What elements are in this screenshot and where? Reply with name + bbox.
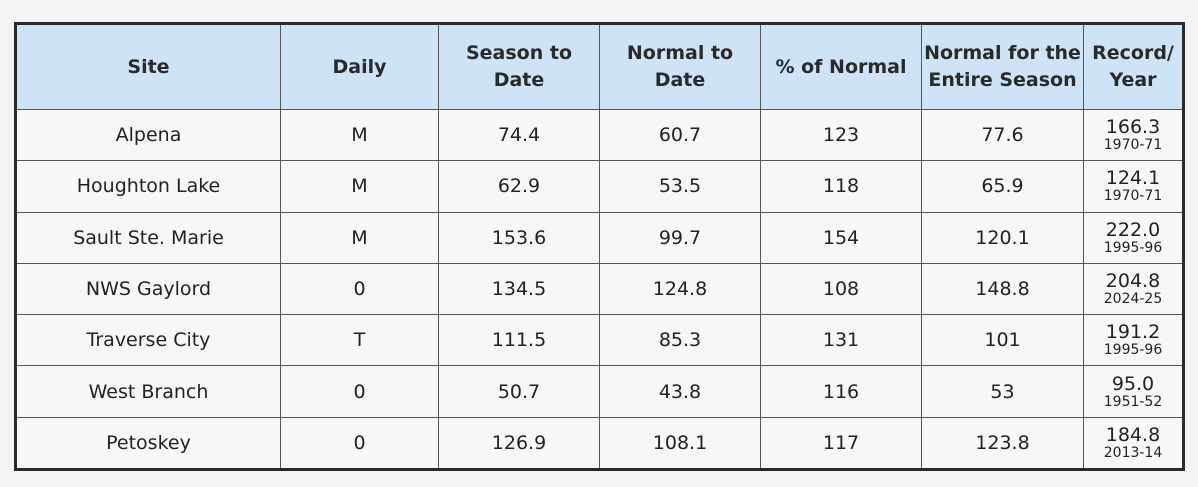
record-cell: 191.2 1995-96 xyxy=(1083,314,1184,367)
record-value: 184.8 xyxy=(1105,423,1161,446)
record-value: 124.1 xyxy=(1105,167,1161,190)
table-cell: Houghton Lake xyxy=(15,160,281,213)
table-cell: NWS Gaylord xyxy=(15,262,281,316)
record-year: 1951-52 xyxy=(1103,393,1163,410)
table-row: Sault Ste. Marie M 153.6 99.7 154 120.1 222.0 1… xyxy=(15,211,1184,264)
record-value: 95.0 xyxy=(1111,372,1155,395)
table-cell: 85.3 xyxy=(599,314,761,367)
table-cell: 108 xyxy=(760,262,922,316)
table-cell: T xyxy=(280,314,439,367)
table-cell: 123.8 xyxy=(921,416,1084,471)
table-cell: 108.1 xyxy=(599,416,761,471)
table-cell: 117 xyxy=(760,416,922,471)
table-row: Petoskey 0 126.9 108.1 117 123.8 184.8 2013-14 xyxy=(15,416,1184,471)
record-value: 166.3 xyxy=(1105,116,1161,139)
record-cell: 166.3 1970-71 xyxy=(1083,108,1184,162)
table-cell: 65.9 xyxy=(921,160,1084,213)
column-header: Record/Year xyxy=(1083,23,1184,110)
table-row: Traverse City T 111.5 85.3 131 101 191.2 1995-9… xyxy=(15,314,1184,367)
table-cell: Petoskey xyxy=(15,416,281,471)
table-cell: Alpena xyxy=(15,108,281,162)
table-cell: 50.7 xyxy=(438,365,600,418)
table-row: West Branch 0 50.7 43.8 116 53 95.0 1951-52 xyxy=(15,365,1184,418)
record-year: 1970-71 xyxy=(1103,137,1163,154)
table-body: Alpena M 74.4 60.7 123 77.6 166.3 1970-71 Hought… xyxy=(15,108,1184,471)
column-header: Daily xyxy=(280,23,439,110)
table-row: Houghton Lake M 62.9 53.5 118 65.9 124.1 1970-7… xyxy=(15,160,1184,213)
column-header: Site xyxy=(15,23,281,110)
table-cell: 53 xyxy=(921,365,1084,418)
table-cell: 74.4 xyxy=(438,108,600,162)
record-cell: 222.0 1995-96 xyxy=(1083,211,1184,264)
record-year: 1995-96 xyxy=(1103,239,1163,256)
table-cell: 148.8 xyxy=(921,262,1084,316)
record-value: 222.0 xyxy=(1105,218,1161,241)
column-header: Season to Date xyxy=(438,23,600,110)
record-year: 2013-14 xyxy=(1103,444,1163,461)
table-cell: 131 xyxy=(760,314,922,367)
table-row: NWS Gaylord 0 134.5 124.8 108 148.8 204.8 2024-… xyxy=(15,262,1184,316)
record-year: 2024-25 xyxy=(1103,290,1163,307)
header-row: Site Daily Season to Date Normal to Date% o… xyxy=(15,23,1184,110)
table-cell: 0 xyxy=(280,416,439,471)
table-cell: M xyxy=(280,160,439,213)
table-cell: 101 xyxy=(921,314,1084,367)
table-cell: 134.5 xyxy=(438,262,600,316)
table-cell: M xyxy=(280,211,439,264)
table-cell: 111.5 xyxy=(438,314,600,367)
table-cell: 154 xyxy=(760,211,922,264)
table-cell: 43.8 xyxy=(599,365,761,418)
table-cell: West Branch xyxy=(15,365,281,418)
table-cell: 118 xyxy=(760,160,922,213)
record-year: 1970-71 xyxy=(1103,188,1163,205)
record-cell: 184.8 2013-14 xyxy=(1083,416,1184,471)
record-cell: 95.0 1951-52 xyxy=(1083,365,1184,418)
table-cell: 120.1 xyxy=(921,211,1084,264)
table-cell: Traverse City xyxy=(15,314,281,367)
table-cell: 53.5 xyxy=(599,160,761,213)
table-cell: 126.9 xyxy=(438,416,600,471)
table-row: Alpena M 74.4 60.7 123 77.6 166.3 1970-71 xyxy=(15,108,1184,162)
record-year: 1995-96 xyxy=(1103,342,1163,359)
table-cell: 62.9 xyxy=(438,160,600,213)
record-value: 204.8 xyxy=(1105,269,1161,292)
table-cell: 77.6 xyxy=(921,108,1084,162)
record-cell: 124.1 1970-71 xyxy=(1083,160,1184,213)
column-header: Normal for the Entire Season xyxy=(921,23,1084,110)
record-cell: 204.8 2024-25 xyxy=(1083,262,1184,316)
table-cell: 124.8 xyxy=(599,262,761,316)
table-cell: 0 xyxy=(280,365,439,418)
table-cell: 116 xyxy=(760,365,922,418)
table-cell: 99.7 xyxy=(599,211,761,264)
table-cell: Sault Ste. Marie xyxy=(15,211,281,264)
record-value: 191.2 xyxy=(1105,321,1161,344)
column-header: Normal to Date xyxy=(599,23,761,110)
column-header: % of Normal xyxy=(760,23,922,110)
table-cell: 0 xyxy=(280,262,439,316)
table-cell: 123 xyxy=(760,108,922,162)
table-cell: 153.6 xyxy=(438,211,600,264)
table-cell: M xyxy=(280,108,439,162)
snowfall-table: Site Daily Season to Date Normal to Date% o… xyxy=(14,22,1185,471)
table-cell: 60.7 xyxy=(599,108,761,162)
